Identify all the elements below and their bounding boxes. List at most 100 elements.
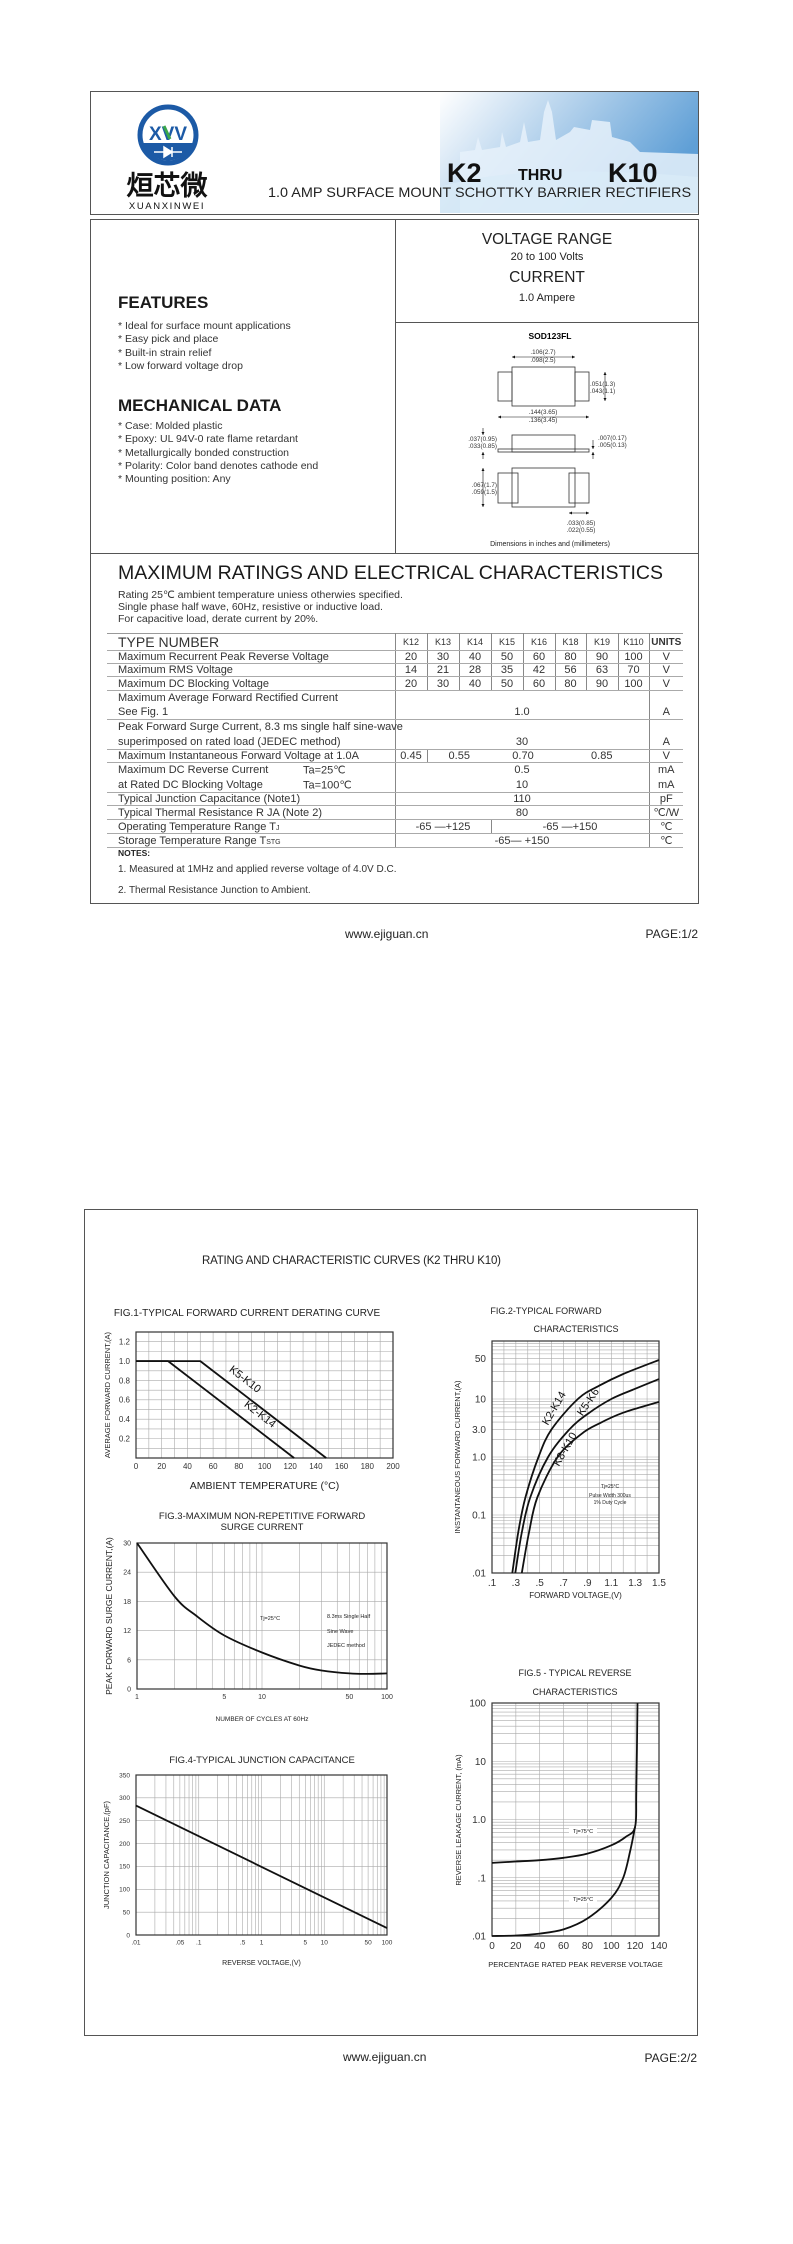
dim-pad-length-max: .033(0.85) <box>567 520 596 527</box>
unit-cell: mA <box>648 762 683 778</box>
y-tick-label: 3.0 <box>472 1425 486 1436</box>
unit-cell: V <box>648 650 683 664</box>
cell: 70 <box>617 663 649 677</box>
cell: 0.70 <box>491 749 555 763</box>
y-tick-label: 6 <box>127 1657 131 1664</box>
x-tick-label: 1.1 <box>604 1578 618 1589</box>
series-label-background <box>569 1828 597 1835</box>
footer-page-number: PAGE:1/2 <box>645 927 698 941</box>
row-name-text: Operating Temperature Range T <box>118 820 276 833</box>
x-axis-label: PERCENTAGE RATED PEAK REVERSE VOLTAGE <box>488 1960 663 1969</box>
row-name-text: Storage Temperature Range T <box>118 834 267 847</box>
series-curve <box>136 1542 388 1675</box>
dim-width-min: .043(1.1) <box>590 388 615 395</box>
condition-line: Rating 25℃ ambient temperature uniess ot… <box>118 589 403 601</box>
notes-label: NOTES: <box>118 848 151 858</box>
table-header-row: TYPE NUMBER K12 K13 K14 K15 K16 K18 K19 … <box>107 633 683 651</box>
cell: 90 <box>585 650 618 664</box>
y-tick-label: 0.4 <box>119 1415 131 1424</box>
x-tick-label: 100 <box>381 1694 393 1701</box>
plot-frame <box>135 1331 394 1459</box>
x-tick-label: 1.5 <box>652 1578 666 1589</box>
cell: 28 <box>458 663 491 677</box>
chart-annotation: 1% Duty Cycle <box>594 1500 627 1506</box>
mechanical-list: * Case: Molded plastic * Epoxy: UL 94V-0… <box>118 420 318 486</box>
chart-title: CHARACTERISTICS <box>532 1687 617 1697</box>
cell: 0.55 <box>426 749 491 763</box>
part-to: K10 <box>608 158 658 188</box>
table-row: Maximum RMS Voltage 14 21 28 35 42 56 63… <box>107 663 683 677</box>
feature-item: * Easy pick and place <box>118 333 219 346</box>
series-curve <box>136 1360 295 1459</box>
cell: 100 <box>617 676 649 691</box>
table-row: Maximum Instantaneous Forward Voltage at… <box>107 749 683 763</box>
y-tick-label: 10 <box>475 1395 487 1406</box>
y-axis-label: REVERSE LEAKAGE CURRENT, (mA) <box>454 1754 463 1886</box>
x-tick-label: .7 <box>559 1578 568 1589</box>
chart-fig2: FIG.2-TYPICAL FORWARD CHARACTERISTICS .1 .3… <box>453 1306 666 1600</box>
x-axis-label: REVERSE VOLTAGE,(V) <box>222 1960 301 1967</box>
y-tick-label: 0.6 <box>119 1396 131 1405</box>
cell: 63 <box>585 663 618 677</box>
unit-cell: A <box>648 705 683 720</box>
footer-url[interactable]: www.ejiguan.cn <box>343 2050 427 2064</box>
x-tick-label: 120 <box>284 1462 298 1471</box>
unit-cell: pF <box>648 792 683 806</box>
chart-annotation: Sine Wave <box>327 1629 353 1635</box>
note-1: 1. Measured at 1MHz and applied reverse … <box>118 864 397 875</box>
series-label: Tj=25°C <box>573 1897 593 1903</box>
chart-annotation: Tj=25°C <box>601 1484 620 1490</box>
mechanical-item: * Metallurgically bonded construction <box>118 446 290 459</box>
x-tick-label: 1 <box>260 1940 264 1947</box>
footer-url[interactable]: www.ejiguan.cn <box>345 927 429 941</box>
y-tick-label: 1.0 <box>472 1453 486 1464</box>
x-tick-label: .01 <box>131 1940 140 1947</box>
dim-body-length-max: .106(2.7) <box>530 349 555 356</box>
y-tick-label: 1.0 <box>119 1357 131 1366</box>
product-subtitle: 1.0 AMP SURFACE MOUNT SCHOTTKY BARRIER R… <box>268 184 692 200</box>
part-from: K2 <box>447 158 482 188</box>
column-header: K13 <box>426 633 459 651</box>
x-tick-label: 80 <box>582 1941 594 1952</box>
chart-annotation: Tj=25°C <box>260 1616 280 1622</box>
y-tick-label: 24 <box>123 1570 131 1577</box>
dim-pad-length-min: .022(0.55) <box>567 527 596 534</box>
x-tick-label: 180 <box>361 1462 375 1471</box>
cell: 50 <box>490 650 523 664</box>
cell: -65— +150 <box>394 833 649 848</box>
row-name: Maximum DC Reverse Current Ta=25℃ <box>107 763 395 778</box>
x-tick-label: 20 <box>510 1941 522 1952</box>
y-tick-label: 0 <box>127 1686 131 1693</box>
column-header: K12 <box>394 633 427 651</box>
row-name: Storage Temperature Range TSTG <box>107 833 395 848</box>
x-tick-label: 100 <box>258 1462 272 1471</box>
table-row: Maximum Average Forward Rectified Curren… <box>107 690 683 706</box>
y-axis-label: AVERAGE FORWARD CURRENT,(A) <box>103 1331 112 1458</box>
chart-annotation: Pulse Width 300us <box>589 1493 631 1499</box>
x-tick-label: 10 <box>321 1940 329 1947</box>
features-list: * Ideal for surface mount applications *… <box>118 320 291 373</box>
y-tick-label: .1 <box>478 1873 487 1884</box>
y-tick-label: 0.8 <box>119 1376 131 1385</box>
series-curve <box>520 1401 660 1574</box>
y-tick-label: 0.2 <box>119 1434 131 1443</box>
series-curve <box>514 1378 660 1574</box>
x-axis-label: AMBIENT TEMPERATURE (°C) <box>190 1480 339 1492</box>
cell: 56 <box>554 663 586 677</box>
dim-total-length-min: .136(3.45) <box>529 417 558 424</box>
row-condition: Ta=100℃ <box>303 779 352 792</box>
unit-cell: V <box>648 676 683 691</box>
x-axis-label: FORWARD VOLTAGE,(V) <box>529 1591 622 1600</box>
x-tick-label: 140 <box>651 1941 668 1952</box>
x-tick-label: 40 <box>183 1462 192 1471</box>
cell: -65 —+150 <box>490 819 649 834</box>
table-row: Maximum DC Blocking Voltage 20 30 40 50 … <box>107 676 683 691</box>
dim-pad-width-max: .067(1.7) <box>472 482 497 489</box>
feature-item: * Low forward voltage drop <box>118 359 243 372</box>
cell: 20 <box>394 650 427 664</box>
unit-cell: V <box>648 663 683 677</box>
unit-cell <box>648 719 683 735</box>
chart-title: FIG.3-MAXIMUM NON-REPETITIVE FORWARD <box>159 1511 366 1522</box>
y-tick-label: 150 <box>119 1864 130 1871</box>
header-skyline-banner <box>440 92 698 213</box>
